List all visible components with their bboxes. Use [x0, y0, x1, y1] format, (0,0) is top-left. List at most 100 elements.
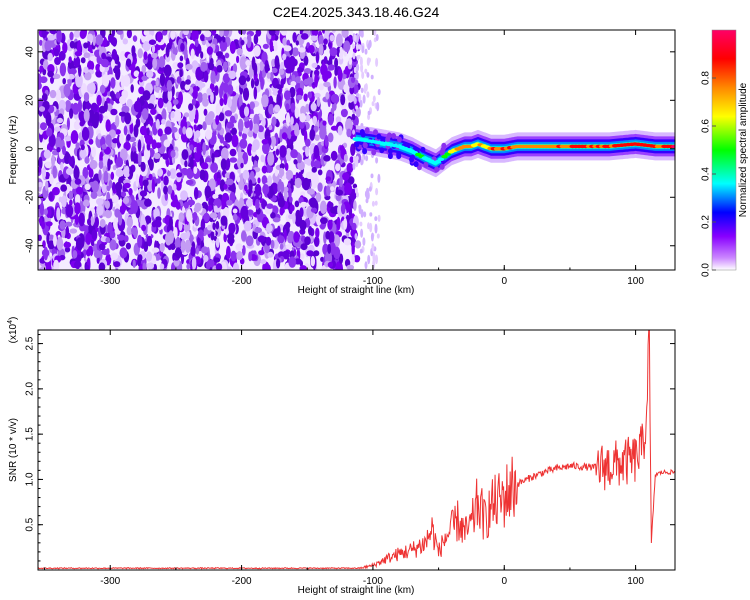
- noise-blob: [241, 230, 247, 242]
- noise-blob: [261, 94, 269, 108]
- noise-blob: [299, 253, 305, 260]
- noise-blob: [294, 107, 300, 119]
- noise-blob: [170, 150, 176, 158]
- noise-blob: [237, 167, 241, 174]
- noise-blob: [238, 93, 243, 108]
- noise-blob: [180, 42, 185, 52]
- noise-blob: [285, 148, 293, 162]
- noise-blob: [137, 139, 142, 153]
- noise-blob: [374, 223, 378, 234]
- noise-blob: [129, 121, 134, 134]
- noise-blob: [230, 250, 237, 262]
- noise-blob: [85, 102, 92, 110]
- noise-blob: [38, 156, 43, 170]
- noise-blob: [359, 56, 363, 67]
- noise-blob: [300, 62, 305, 69]
- noise-blob: [80, 57, 86, 64]
- noise-blob: [158, 56, 166, 68]
- noise-blob: [261, 175, 268, 185]
- noise-blob: [292, 32, 297, 43]
- noise-blob: [182, 126, 187, 135]
- noise-blob: [310, 207, 318, 213]
- noise-blob: [306, 250, 314, 257]
- noise-blob: [223, 93, 228, 106]
- noise-blob: [41, 167, 47, 179]
- noise-blob: [313, 250, 320, 257]
- noise-blob: [152, 57, 158, 69]
- noise-blob: [49, 89, 57, 99]
- noise-blob: [266, 264, 271, 270]
- noise-blob: [87, 60, 95, 72]
- noise-blob: [61, 195, 67, 208]
- noise-blob: [141, 75, 148, 81]
- noise-blob: [344, 182, 353, 195]
- noise-blob: [309, 128, 316, 141]
- noise-blob: [124, 235, 129, 243]
- noise-blob: [348, 57, 353, 65]
- noise-blob: [254, 227, 262, 234]
- noise-blob: [353, 97, 357, 105]
- noise-blob: [278, 68, 285, 75]
- noise-blob: [115, 66, 121, 80]
- noise-blob: [119, 148, 128, 161]
- noise-blob: [108, 179, 113, 189]
- noise-blob: [319, 200, 327, 214]
- noise-blob: [262, 43, 269, 50]
- snr-y-axis: 0.5 1.0 1.5 2.0 2.5: [25, 334, 675, 562]
- noise-blob: [78, 212, 85, 227]
- noise-blob: [294, 126, 300, 137]
- colorbar-label: Normalized spectral amplitude: [738, 82, 749, 217]
- noise-blob: [49, 234, 54, 240]
- noise-blob: [115, 181, 123, 192]
- noise-blob: [73, 166, 80, 180]
- noise-blob: [73, 30, 81, 38]
- noise-blob: [64, 100, 72, 113]
- y-tick-label: 0: [25, 146, 36, 152]
- noise-blob: [352, 162, 356, 170]
- ridge-speckle: [439, 163, 445, 170]
- x-tick-label: 0: [501, 276, 507, 287]
- noise-blob: [358, 44, 362, 50]
- noise-blob: [375, 157, 379, 164]
- noise-blob: [277, 235, 285, 244]
- noise-blob: [161, 108, 167, 122]
- noise-blob: [330, 150, 338, 161]
- noise-blob: [101, 144, 107, 150]
- noise-blob: [56, 236, 64, 251]
- noise-blob: [305, 114, 311, 122]
- noise-blob: [170, 30, 176, 40]
- colorbar: 0.0 0.2 0.4 0.6 0.8 Normalized spectral ampl…: [701, 29, 749, 277]
- noise-blob: [161, 30, 168, 36]
- noise-blob: [329, 34, 335, 42]
- noise-blob: [372, 95, 376, 103]
- noise-blob: [170, 111, 175, 119]
- noise-blob: [84, 71, 92, 81]
- noise-blob: [185, 79, 191, 85]
- noise-blob: [216, 177, 221, 186]
- noise-blob: [201, 246, 209, 254]
- noise-blob: [352, 52, 356, 60]
- noise-blob: [74, 202, 81, 215]
- noise-blob: [346, 162, 354, 173]
- noise-blob: [62, 78, 66, 85]
- noise-blob: [152, 255, 157, 265]
- noise-blob: [43, 149, 51, 159]
- noise-blob: [105, 134, 112, 146]
- noise-blob: [361, 45, 365, 54]
- noise-blob: [133, 70, 140, 77]
- noise-blob: [99, 113, 103, 124]
- noise-blob: [310, 102, 317, 112]
- noise-blob: [261, 165, 268, 174]
- noise-blob: [368, 39, 372, 49]
- noise-blob: [293, 159, 298, 165]
- noise-blob: [133, 151, 137, 164]
- noise-blobs: [38, 30, 381, 270]
- noise-blob: [243, 220, 252, 232]
- noise-blob: [311, 30, 319, 37]
- noise-blob: [264, 63, 270, 72]
- noise-blob: [124, 112, 132, 125]
- noise-blob: [91, 229, 98, 241]
- noise-blob: [85, 264, 90, 270]
- noise-blob: [69, 199, 73, 206]
